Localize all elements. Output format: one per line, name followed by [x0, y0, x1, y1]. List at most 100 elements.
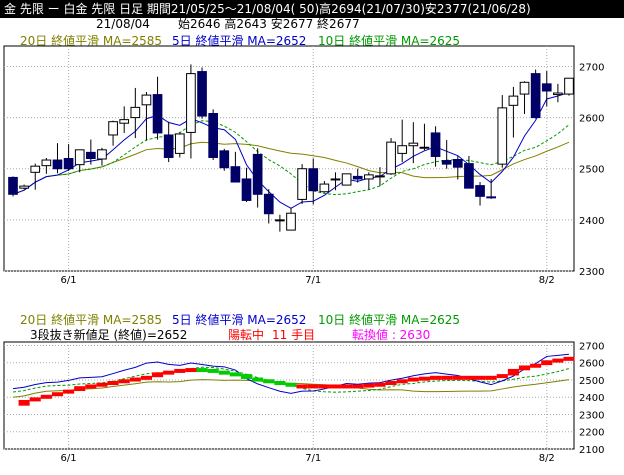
candle-body [230, 166, 241, 183]
candle-body [486, 196, 496, 199]
candle-body [408, 142, 419, 147]
sanpon-brick [229, 372, 241, 377]
ma20-line [12, 141, 570, 195]
candle-body [52, 159, 63, 170]
candle-body [553, 92, 563, 96]
lower-x-tick-label: 6/1 [61, 453, 77, 464]
candle-body [419, 146, 430, 149]
candle-body [341, 173, 352, 186]
sanpon-brick [185, 368, 197, 373]
candle-body [241, 178, 252, 201]
sanpon-brick [329, 384, 342, 389]
candle-body [441, 160, 452, 165]
sanpon-brick [474, 375, 486, 380]
legend-sanpon: 3段抜き新値足 (終値)=2652 [30, 328, 188, 342]
sanpon-brick [40, 394, 52, 399]
lower-y-tick-label: 2700 [579, 341, 604, 352]
candle-body [30, 165, 41, 173]
sanpon-brick [507, 368, 519, 376]
sanpon-brick [218, 370, 230, 375]
sanpon-brick [352, 384, 364, 389]
upper-y-tick-label: 2500 [579, 165, 604, 176]
sanpon-brick [207, 368, 219, 373]
candle-body [319, 183, 330, 193]
candle-body [386, 141, 396, 175]
lower-y-tick-label: 2400 [579, 393, 604, 404]
sanpon-brick [118, 379, 130, 384]
candle-body [497, 107, 508, 165]
legend-ma20-lower: 20日 終値平滑 MA=2585 [20, 313, 163, 327]
upper-y-tick-label: 2400 [579, 216, 604, 227]
sanpon-brick [518, 365, 531, 371]
candle-body [19, 185, 29, 189]
sanpon-brick [463, 375, 475, 380]
candle-body [152, 94, 163, 134]
sanpon-brick [485, 375, 497, 380]
legend-ma5: 5日 終値平滑 MA=2652 [172, 34, 307, 48]
legend-ma10: 10日 終値平滑 MA=2625 [318, 34, 461, 48]
header-date: 21/08/04 [96, 17, 150, 31]
candle-body [308, 168, 319, 192]
candle-body [8, 176, 18, 195]
candle-body [252, 153, 263, 195]
candle-body [397, 145, 408, 154]
candle-body [163, 134, 174, 158]
header-bar: 金 先限 ー 白金 先限 日足 期間21/05/25～21/08/04( 50)… [0, 0, 624, 18]
candle-body [86, 151, 96, 159]
sanpon-brick [418, 376, 430, 381]
candle-body [364, 174, 374, 180]
sanpon-brick [96, 382, 108, 387]
legend-sanpon-reversal: 転換値 : 2630 [352, 328, 431, 342]
sanpon-brick [63, 389, 75, 394]
candle-body [375, 175, 385, 178]
sanpon-brick [385, 381, 397, 386]
sanpon-brick [140, 375, 152, 380]
lower-x-tick-label: 8/2 [539, 453, 555, 464]
sanpon-brick [285, 382, 297, 387]
upper-y-tick-label: 2300 [579, 267, 604, 278]
sanpon-brick [374, 382, 386, 387]
candle-body [430, 132, 441, 157]
candle-body [208, 113, 218, 158]
upper-plot-frame [3, 45, 575, 272]
candle-body [275, 219, 285, 222]
legend-sanpon-state: 陽転中 [228, 328, 265, 342]
sanpon-brick [552, 358, 564, 363]
sanpon-brick [396, 379, 408, 384]
sanpon-brick [252, 377, 264, 382]
sanpon-brick [18, 399, 30, 406]
legend-sanpon-count: 11 手目 [272, 328, 316, 342]
sanpon-brick [430, 375, 442, 380]
sanpon-brick [129, 377, 141, 382]
sanpon-brick [496, 374, 508, 379]
upper-x-tick-label: 7/1 [305, 275, 321, 286]
sanpon-brick [441, 375, 453, 380]
upper-x-tick-label: 6/1 [61, 275, 77, 286]
candle-body [519, 81, 530, 95]
ma10-line [12, 120, 570, 196]
sanpon-brick [341, 384, 353, 389]
candle-body [97, 149, 107, 160]
header-title: 金 先限 ー 白金 先限 日足 期間21/05/25～21/08/04( 50)… [4, 2, 531, 16]
sanpon-brick [107, 381, 119, 386]
legend-ma5-lower: 5日 終値平滑 MA=2652 [172, 313, 307, 327]
sanpon-brick [196, 368, 208, 373]
candle-body [63, 158, 74, 170]
lower-y-tick-label: 2600 [579, 359, 604, 370]
candle-body [141, 94, 152, 106]
candle-body [530, 73, 541, 119]
candle-body [475, 185, 485, 197]
legend-ma20: 20日 終値平滑 MA=2585 [20, 34, 163, 48]
sanpon-brick [152, 372, 164, 378]
sanpon-brick [51, 392, 64, 397]
ma5-line [12, 91, 570, 209]
sanpon-brick [296, 384, 308, 389]
legend-ma10-lower: 10日 終値平滑 MA=2625 [318, 313, 461, 327]
lower-y-tick-label: 2300 [579, 410, 604, 421]
candle-body [197, 71, 207, 117]
sanpon-brick [307, 384, 319, 389]
sanpon-brick [163, 370, 175, 375]
candle-body [352, 175, 363, 180]
candle-body [330, 178, 341, 181]
